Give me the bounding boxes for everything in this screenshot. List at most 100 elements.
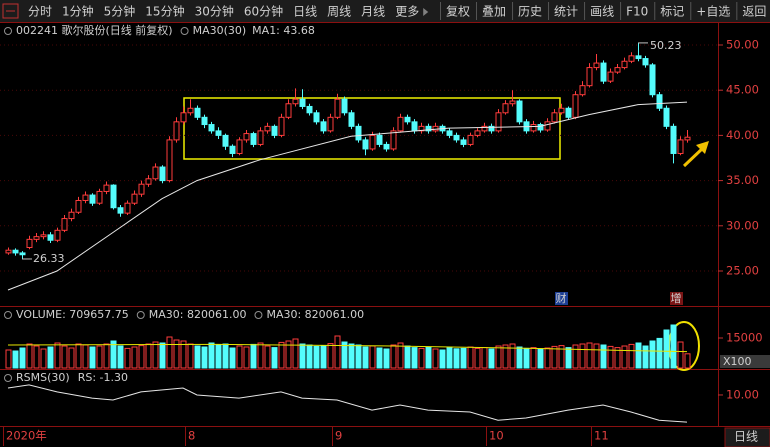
volume-bar bbox=[383, 348, 390, 369]
period-tab[interactable]: 更多 bbox=[395, 5, 419, 19]
high-label: 50.23 bbox=[650, 39, 682, 52]
candle-body bbox=[530, 124, 537, 132]
candle-body bbox=[474, 130, 481, 136]
volume-bar bbox=[397, 342, 404, 369]
volume-bar bbox=[243, 346, 250, 369]
candle-body bbox=[173, 121, 180, 141]
candle-body bbox=[383, 143, 390, 150]
toolbar-button[interactable]: 历史 bbox=[518, 5, 542, 19]
volume-bar bbox=[285, 340, 292, 369]
volume-bar bbox=[544, 347, 551, 369]
volume-bar bbox=[26, 343, 33, 369]
volume-bar bbox=[103, 343, 110, 369]
candle-body bbox=[166, 139, 173, 182]
candle-body bbox=[320, 121, 327, 132]
volume-bar bbox=[173, 339, 180, 369]
candle-body bbox=[544, 121, 551, 131]
volume-bar bbox=[96, 345, 103, 369]
volume-bar bbox=[334, 335, 341, 369]
volume-bar bbox=[558, 345, 565, 369]
volume-bar bbox=[187, 343, 194, 369]
toolbar-button[interactable]: +自选 bbox=[696, 5, 730, 19]
volume-bar bbox=[222, 343, 229, 369]
toolbar-button[interactable]: 叠加 bbox=[482, 5, 506, 19]
volume-bar bbox=[306, 344, 313, 369]
event-marker-bg[interactable] bbox=[555, 292, 568, 305]
period-box[interactable] bbox=[724, 427, 770, 447]
toolbar-button[interactable]: 统计 bbox=[554, 5, 578, 19]
candle-body bbox=[40, 234, 47, 238]
period-tab[interactable]: 15分钟 bbox=[145, 4, 184, 19]
header-icon bbox=[4, 311, 12, 319]
volume-bar bbox=[586, 342, 593, 369]
candle-body bbox=[26, 238, 33, 248]
volume-bar bbox=[481, 347, 488, 369]
volume-bar bbox=[54, 342, 61, 369]
drawn-arrow bbox=[682, 146, 705, 168]
candle-body bbox=[33, 236, 40, 240]
candle-body bbox=[502, 103, 509, 114]
volume-bar bbox=[68, 347, 75, 369]
candle-body bbox=[488, 125, 495, 132]
period-tab[interactable]: 日线 bbox=[293, 5, 317, 19]
period-tab[interactable]: 1分钟 bbox=[62, 4, 94, 19]
volume-bar bbox=[439, 349, 446, 369]
volume-bar bbox=[110, 340, 117, 369]
period-tab[interactable]: 5分钟 bbox=[104, 4, 136, 19]
period-tab[interactable]: 月线 bbox=[361, 5, 385, 19]
volume-bar bbox=[684, 353, 691, 369]
candle-body bbox=[614, 67, 621, 73]
period-tab[interactable]: 分时 bbox=[28, 5, 52, 19]
candle-body bbox=[19, 252, 26, 256]
volume-bar bbox=[194, 345, 201, 369]
candle-body bbox=[586, 67, 593, 87]
toolbar-button[interactable]: 画线 bbox=[590, 5, 614, 19]
volume-bar bbox=[12, 350, 19, 369]
volume-bar bbox=[495, 345, 502, 369]
footer-period[interactable]: 日线 bbox=[734, 430, 758, 444]
toolbar-button[interactable]: 标记 bbox=[660, 5, 684, 19]
candle-body bbox=[453, 134, 460, 141]
volume-bar bbox=[327, 343, 334, 369]
candle-body bbox=[670, 125, 677, 154]
event-marker[interactable]: 财 bbox=[556, 291, 567, 305]
candle-body bbox=[208, 124, 215, 132]
menu-icon[interactable] bbox=[2, 3, 19, 19]
volume-bar bbox=[593, 343, 600, 369]
volume-bar bbox=[320, 345, 327, 369]
volume-bar bbox=[502, 344, 509, 369]
toolbar-button[interactable]: 返回 bbox=[742, 5, 766, 19]
volume-bar bbox=[376, 347, 383, 369]
candle-body bbox=[278, 116, 285, 136]
volume-bar bbox=[313, 345, 320, 369]
volume-bar bbox=[509, 343, 516, 369]
volume-bar bbox=[40, 348, 47, 369]
event-marker-bg[interactable] bbox=[670, 292, 683, 305]
volume-bar bbox=[355, 344, 362, 369]
candle-body bbox=[292, 98, 299, 105]
volume-bar bbox=[390, 344, 397, 369]
candle-body bbox=[327, 116, 334, 132]
volume-bar bbox=[208, 342, 215, 369]
candle-body bbox=[110, 184, 117, 209]
x-tick-label: 2020年 bbox=[6, 429, 47, 443]
candle-body bbox=[96, 190, 103, 204]
volume-bar bbox=[614, 347, 621, 369]
panel-header: 002241 歌尔股份(日线 前复权) bbox=[16, 23, 173, 37]
candle-body bbox=[642, 58, 649, 66]
toolbar-button[interactable]: F10 bbox=[626, 5, 648, 19]
candle-body bbox=[117, 207, 124, 214]
candle-body bbox=[68, 211, 75, 220]
event-marker[interactable]: 增 bbox=[671, 291, 682, 305]
rs-value: RS: -1.30 bbox=[78, 371, 128, 384]
period-tab[interactable]: 60分钟 bbox=[244, 4, 283, 19]
volume-bar bbox=[257, 342, 264, 369]
toolbar-button[interactable]: 复权 bbox=[446, 5, 470, 19]
drawn-arrow-head bbox=[696, 141, 709, 154]
y-tick-label: 40.00 bbox=[726, 128, 759, 142]
period-tab[interactable]: 30分钟 bbox=[195, 4, 234, 19]
volume-bar bbox=[551, 345, 558, 369]
candle-body bbox=[446, 130, 453, 136]
period-tab[interactable]: 周线 bbox=[327, 5, 351, 19]
